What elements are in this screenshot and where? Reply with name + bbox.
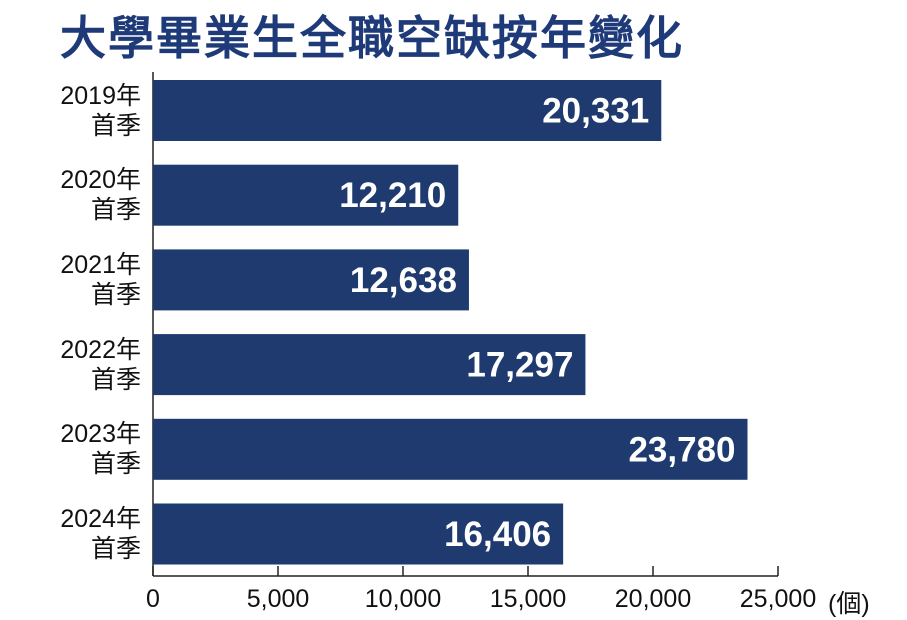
bar — [153, 503, 564, 565]
y-tick-label: 2019年 首季 — [60, 81, 141, 140]
chart-title: 大學畢業生全職空缺按年變化 — [60, 12, 684, 64]
value-label: 17,297 — [466, 346, 573, 385]
bar — [153, 418, 748, 480]
bar — [153, 249, 469, 311]
y-tick-label: 2023年 首季 — [60, 420, 141, 479]
value-label: 12,638 — [350, 261, 457, 300]
value-label: 23,780 — [628, 430, 735, 469]
x-tick-label: 5,000 — [247, 585, 310, 613]
y-tick-label: 2022年 首季 — [60, 335, 141, 394]
x-tick-label: 15,000 — [490, 585, 566, 613]
bar — [153, 80, 662, 141]
x-tick-label: 25,000 — [740, 585, 816, 613]
bar — [153, 334, 586, 396]
bar — [153, 164, 459, 226]
y-tick-label: 2021年 首季 — [60, 250, 141, 309]
y-tick-label: 2024年 首季 — [60, 505, 141, 563]
value-label: 12,210 — [339, 176, 446, 215]
value-label: 20,331 — [542, 92, 649, 131]
x-tick-label: 20,000 — [615, 585, 691, 613]
x-axis-label: (個) — [828, 590, 870, 618]
x-tick-label: 10,000 — [365, 585, 441, 613]
y-tick-label: 2020年 首季 — [60, 166, 141, 225]
x-tick-label: 0 — [146, 585, 160, 613]
value-label: 16,406 — [444, 515, 551, 554]
